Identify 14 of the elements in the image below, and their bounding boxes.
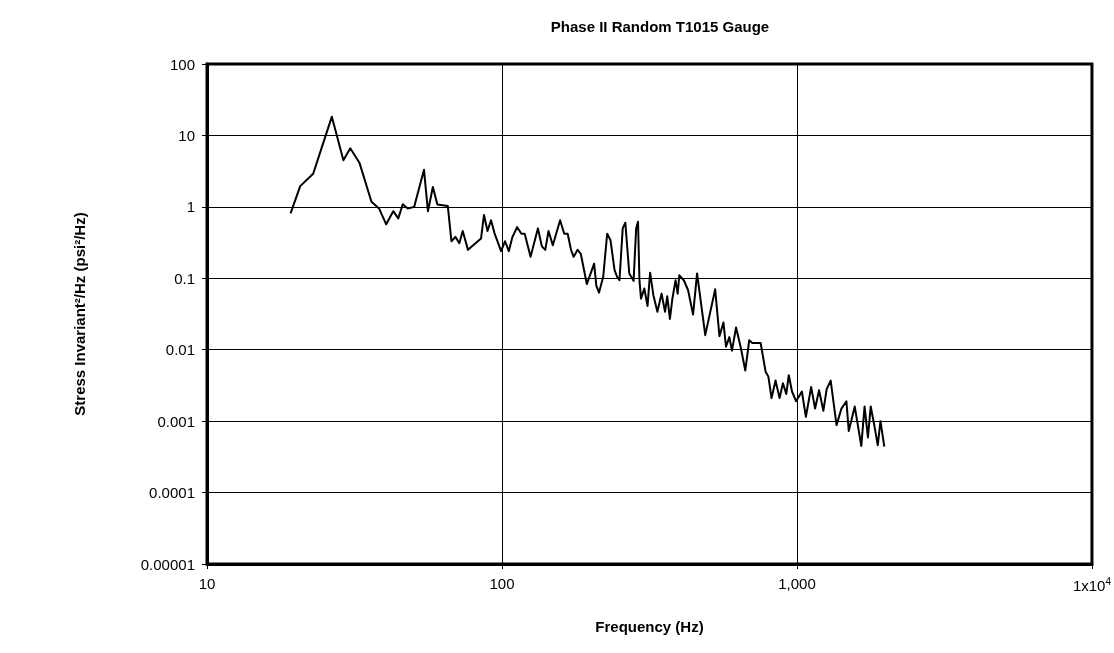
y-tick-label: 100	[169, 55, 195, 73]
y-tick-label: 0.0001	[149, 484, 195, 502]
x-axis-title: Frequency (Hz)	[595, 618, 704, 635]
x-tick-label: 100	[489, 575, 515, 592]
y-tick-label: 10	[178, 126, 195, 144]
x-tick-label: 10	[198, 575, 216, 592]
y-axis-title: Stress Invariant²/Hz (psi²/Hz)	[71, 212, 88, 416]
y-tick-label: 0.001	[157, 412, 195, 430]
y-tick-label: 0.00001	[140, 555, 195, 573]
x-tick-label: 1,000	[778, 575, 816, 592]
chart-title: Phase II Random T1015 Gauge	[550, 18, 770, 35]
y-tick-label: 1	[186, 198, 195, 216]
y-tick-label: 0.01	[165, 341, 195, 359]
y-tick-label: 0.1	[174, 269, 195, 287]
